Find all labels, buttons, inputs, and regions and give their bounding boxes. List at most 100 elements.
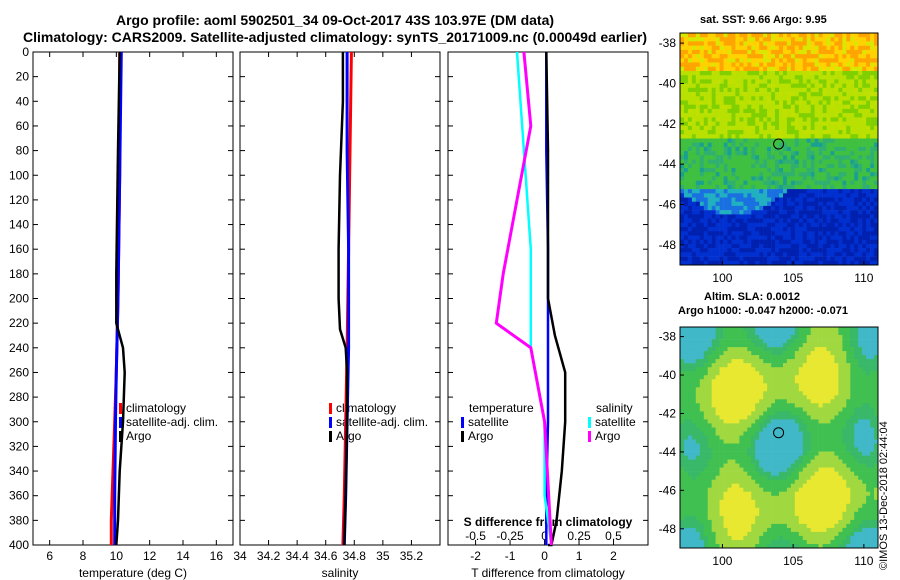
map-cell — [790, 239, 796, 245]
map-cell — [794, 327, 800, 332]
map-cell — [854, 475, 859, 481]
map-cell — [695, 41, 701, 46]
map-cell — [695, 483, 701, 489]
map-cell — [699, 379, 705, 384]
map-cell — [794, 252, 800, 257]
map-cell — [802, 113, 808, 118]
map-cell — [818, 239, 823, 245]
map-cell — [684, 415, 689, 420]
map-cell — [798, 66, 804, 72]
map-cell — [711, 451, 716, 456]
map-cell — [719, 96, 724, 101]
map-cell — [866, 423, 871, 428]
map-cell — [723, 443, 728, 448]
map-cell — [775, 239, 780, 245]
map-cell — [735, 92, 740, 97]
map-cell — [735, 463, 740, 468]
map-cell — [806, 54, 811, 59]
map-cell — [858, 201, 863, 207]
map-cell — [834, 130, 839, 135]
map-cell — [735, 66, 740, 72]
map-cell — [747, 331, 752, 336]
map-cell — [687, 66, 693, 72]
map-cell — [814, 347, 819, 352]
map-cell — [810, 117, 815, 122]
map-cell — [711, 201, 716, 207]
map-cell — [743, 451, 748, 456]
map-cell — [695, 383, 701, 388]
map-cell — [794, 351, 800, 356]
map-cell — [838, 455, 843, 460]
map-cell — [699, 142, 705, 148]
map-cell — [790, 407, 796, 412]
map-cell — [743, 33, 748, 38]
map-cell — [850, 391, 855, 396]
map-cell — [870, 100, 875, 106]
map-cell — [783, 197, 788, 203]
map-cell — [874, 138, 879, 144]
map-cell — [680, 201, 685, 207]
map-cell — [775, 193, 780, 198]
map-cell — [723, 87, 728, 93]
map-cell — [687, 435, 693, 440]
map-cell — [680, 231, 685, 236]
map-cell — [727, 248, 732, 253]
map-cell — [715, 214, 720, 219]
map-cell — [830, 58, 835, 63]
map-cell — [783, 130, 788, 135]
map-cell — [842, 172, 847, 177]
map-cell — [687, 176, 693, 181]
map-cell — [747, 96, 752, 101]
map-cell — [771, 463, 776, 468]
map-cell — [747, 463, 752, 468]
map-cell — [810, 45, 815, 51]
map-cell — [798, 467, 804, 472]
map-cell — [783, 427, 788, 432]
map-cell — [715, 363, 720, 368]
map-cell — [743, 146, 748, 152]
map-cell — [810, 75, 815, 80]
map-cell — [862, 383, 867, 388]
map-cell — [707, 193, 712, 198]
map-cell — [727, 113, 732, 118]
map-cell — [751, 33, 756, 38]
map-cell — [707, 375, 712, 380]
map-cell — [850, 163, 855, 169]
map-cell — [767, 467, 772, 472]
map-cell — [695, 108, 701, 114]
map-cell — [743, 108, 748, 114]
map-cell — [783, 41, 788, 46]
map-cell — [747, 371, 752, 376]
map-cell — [695, 142, 701, 148]
map-cell — [719, 104, 724, 110]
map-cell — [727, 138, 732, 144]
map-cell — [802, 411, 808, 416]
map-cell — [834, 343, 839, 348]
map-cell — [751, 227, 756, 232]
map-cell — [755, 463, 760, 468]
map-cell — [684, 108, 689, 114]
map-cell — [870, 71, 875, 76]
map-cell — [747, 121, 752, 127]
map-cell — [759, 66, 764, 72]
map-cell — [794, 201, 800, 207]
map-cell — [695, 37, 701, 42]
map-cell — [711, 197, 716, 203]
map-cell — [830, 214, 835, 219]
map-cell — [842, 218, 847, 224]
map-cell — [715, 399, 720, 404]
map-cell — [874, 176, 879, 181]
map-cell — [763, 351, 768, 356]
map-cell — [854, 248, 859, 253]
map-cell — [794, 455, 800, 460]
map-cell — [684, 451, 689, 456]
map-cell — [826, 168, 831, 173]
panel-frame — [239, 51, 441, 546]
map-cell — [747, 201, 752, 207]
map-cell — [862, 41, 867, 46]
map-cell — [822, 239, 827, 245]
map-cell — [695, 222, 701, 228]
map-cell — [802, 159, 808, 165]
map-cell — [715, 391, 720, 396]
